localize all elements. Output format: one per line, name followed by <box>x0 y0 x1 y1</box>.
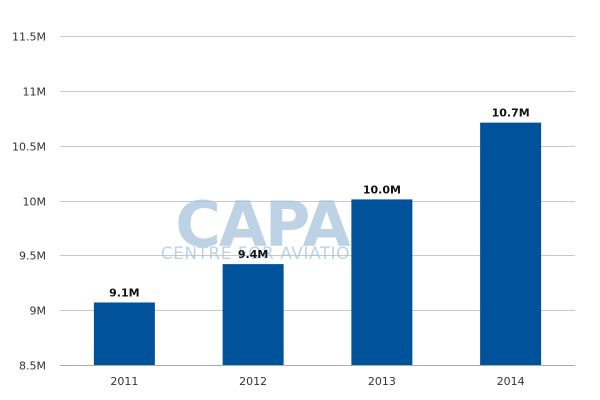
y-tick-label: 9M <box>30 305 47 318</box>
y-axis-ticks: 8.5M 9M 9.5M 10M 10.5M 11M 11.5M <box>12 31 46 373</box>
capa-watermark: CAPA CENTRE FOR AVIATION <box>161 188 364 264</box>
x-tick-label: 2014 <box>497 375 525 388</box>
x-tick-label: 2012 <box>239 375 267 388</box>
data-label-2012: 9.4M <box>238 248 268 261</box>
data-labels: 9.1M 9.4M 10.0M 10.7M <box>109 107 530 300</box>
x-axis-ticks: 2011 2012 2013 2014 <box>110 375 524 388</box>
watermark-brand: CAPA <box>175 188 350 261</box>
bar-2014 <box>480 122 542 366</box>
y-tick-label: 11.5M <box>12 31 46 44</box>
data-label-2011: 9.1M <box>109 286 139 299</box>
y-tick-label: 10M <box>23 196 47 209</box>
bar-2013 <box>351 199 413 365</box>
y-tick-label: 9.5M <box>19 250 46 263</box>
x-tick-label: 2011 <box>110 375 138 388</box>
y-tick-label: 10.5M <box>12 141 46 154</box>
y-tick-label: 8.5M <box>19 360 46 373</box>
bar-2012 <box>222 264 284 365</box>
bar-2011 <box>93 302 155 365</box>
data-label-2013: 10.0M <box>363 183 401 196</box>
bars <box>93 122 542 366</box>
data-label-2014: 10.7M <box>492 107 530 120</box>
y-tick-label: 11M <box>23 86 47 99</box>
watermark-tagline: CENTRE FOR AVIATION <box>161 244 364 264</box>
x-tick-label: 2013 <box>368 375 396 388</box>
